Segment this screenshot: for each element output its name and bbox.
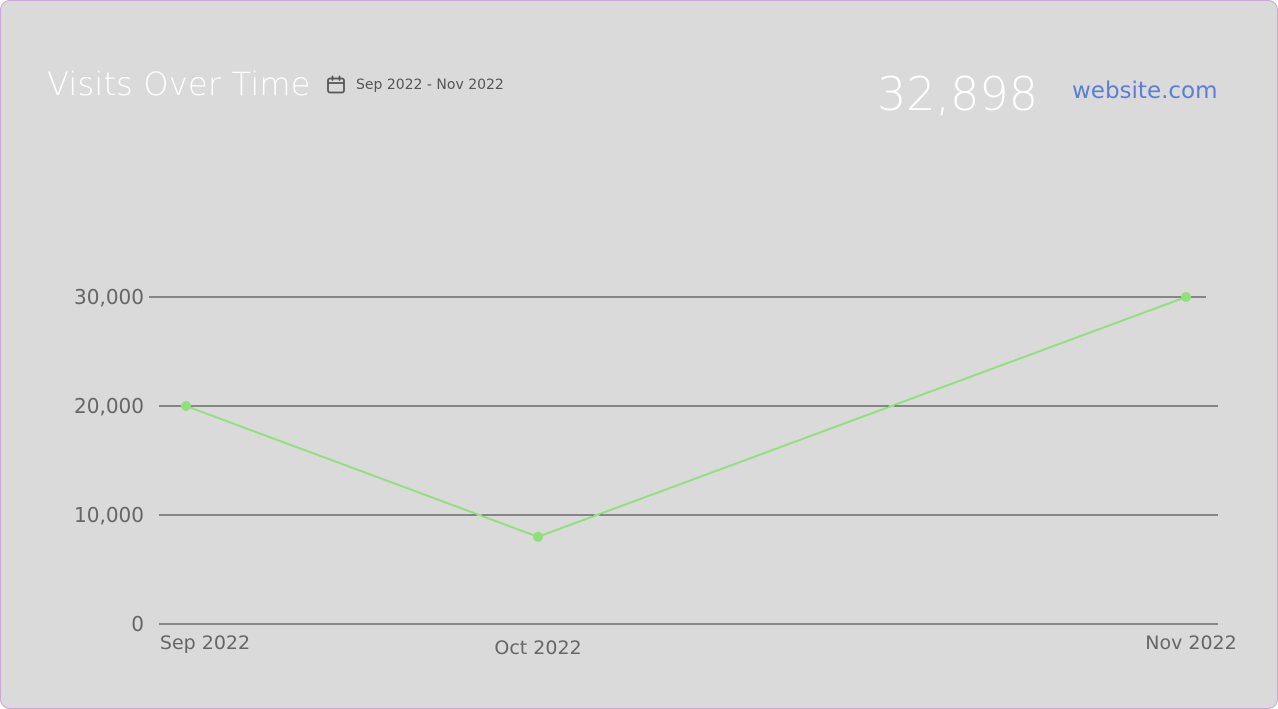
y-tick-label: 20,000 xyxy=(74,394,144,418)
chart-title: Visits Over Time xyxy=(47,65,311,103)
data-point xyxy=(1181,292,1191,302)
date-range[interactable]: Sep 2022 - Nov 2022 xyxy=(326,75,504,95)
x-tick-label: Sep 2022 xyxy=(160,632,250,654)
data-point xyxy=(533,531,543,542)
data-point xyxy=(181,401,191,411)
calendar-icon xyxy=(326,75,346,95)
y-tick-label: 30,000 xyxy=(74,285,144,309)
x-tick-label: Oct 2022 xyxy=(494,637,581,659)
series-line xyxy=(185,296,1187,538)
date-range-label: Sep 2022 - Nov 2022 xyxy=(356,77,504,93)
website-link[interactable]: website.com xyxy=(1072,78,1218,104)
y-tick-label: 0 xyxy=(131,612,144,636)
y-tick-label: 10,000 xyxy=(74,503,144,527)
x-tick-label: Nov 2022 xyxy=(1145,632,1236,654)
total-visits: 32,898 xyxy=(877,67,1038,121)
